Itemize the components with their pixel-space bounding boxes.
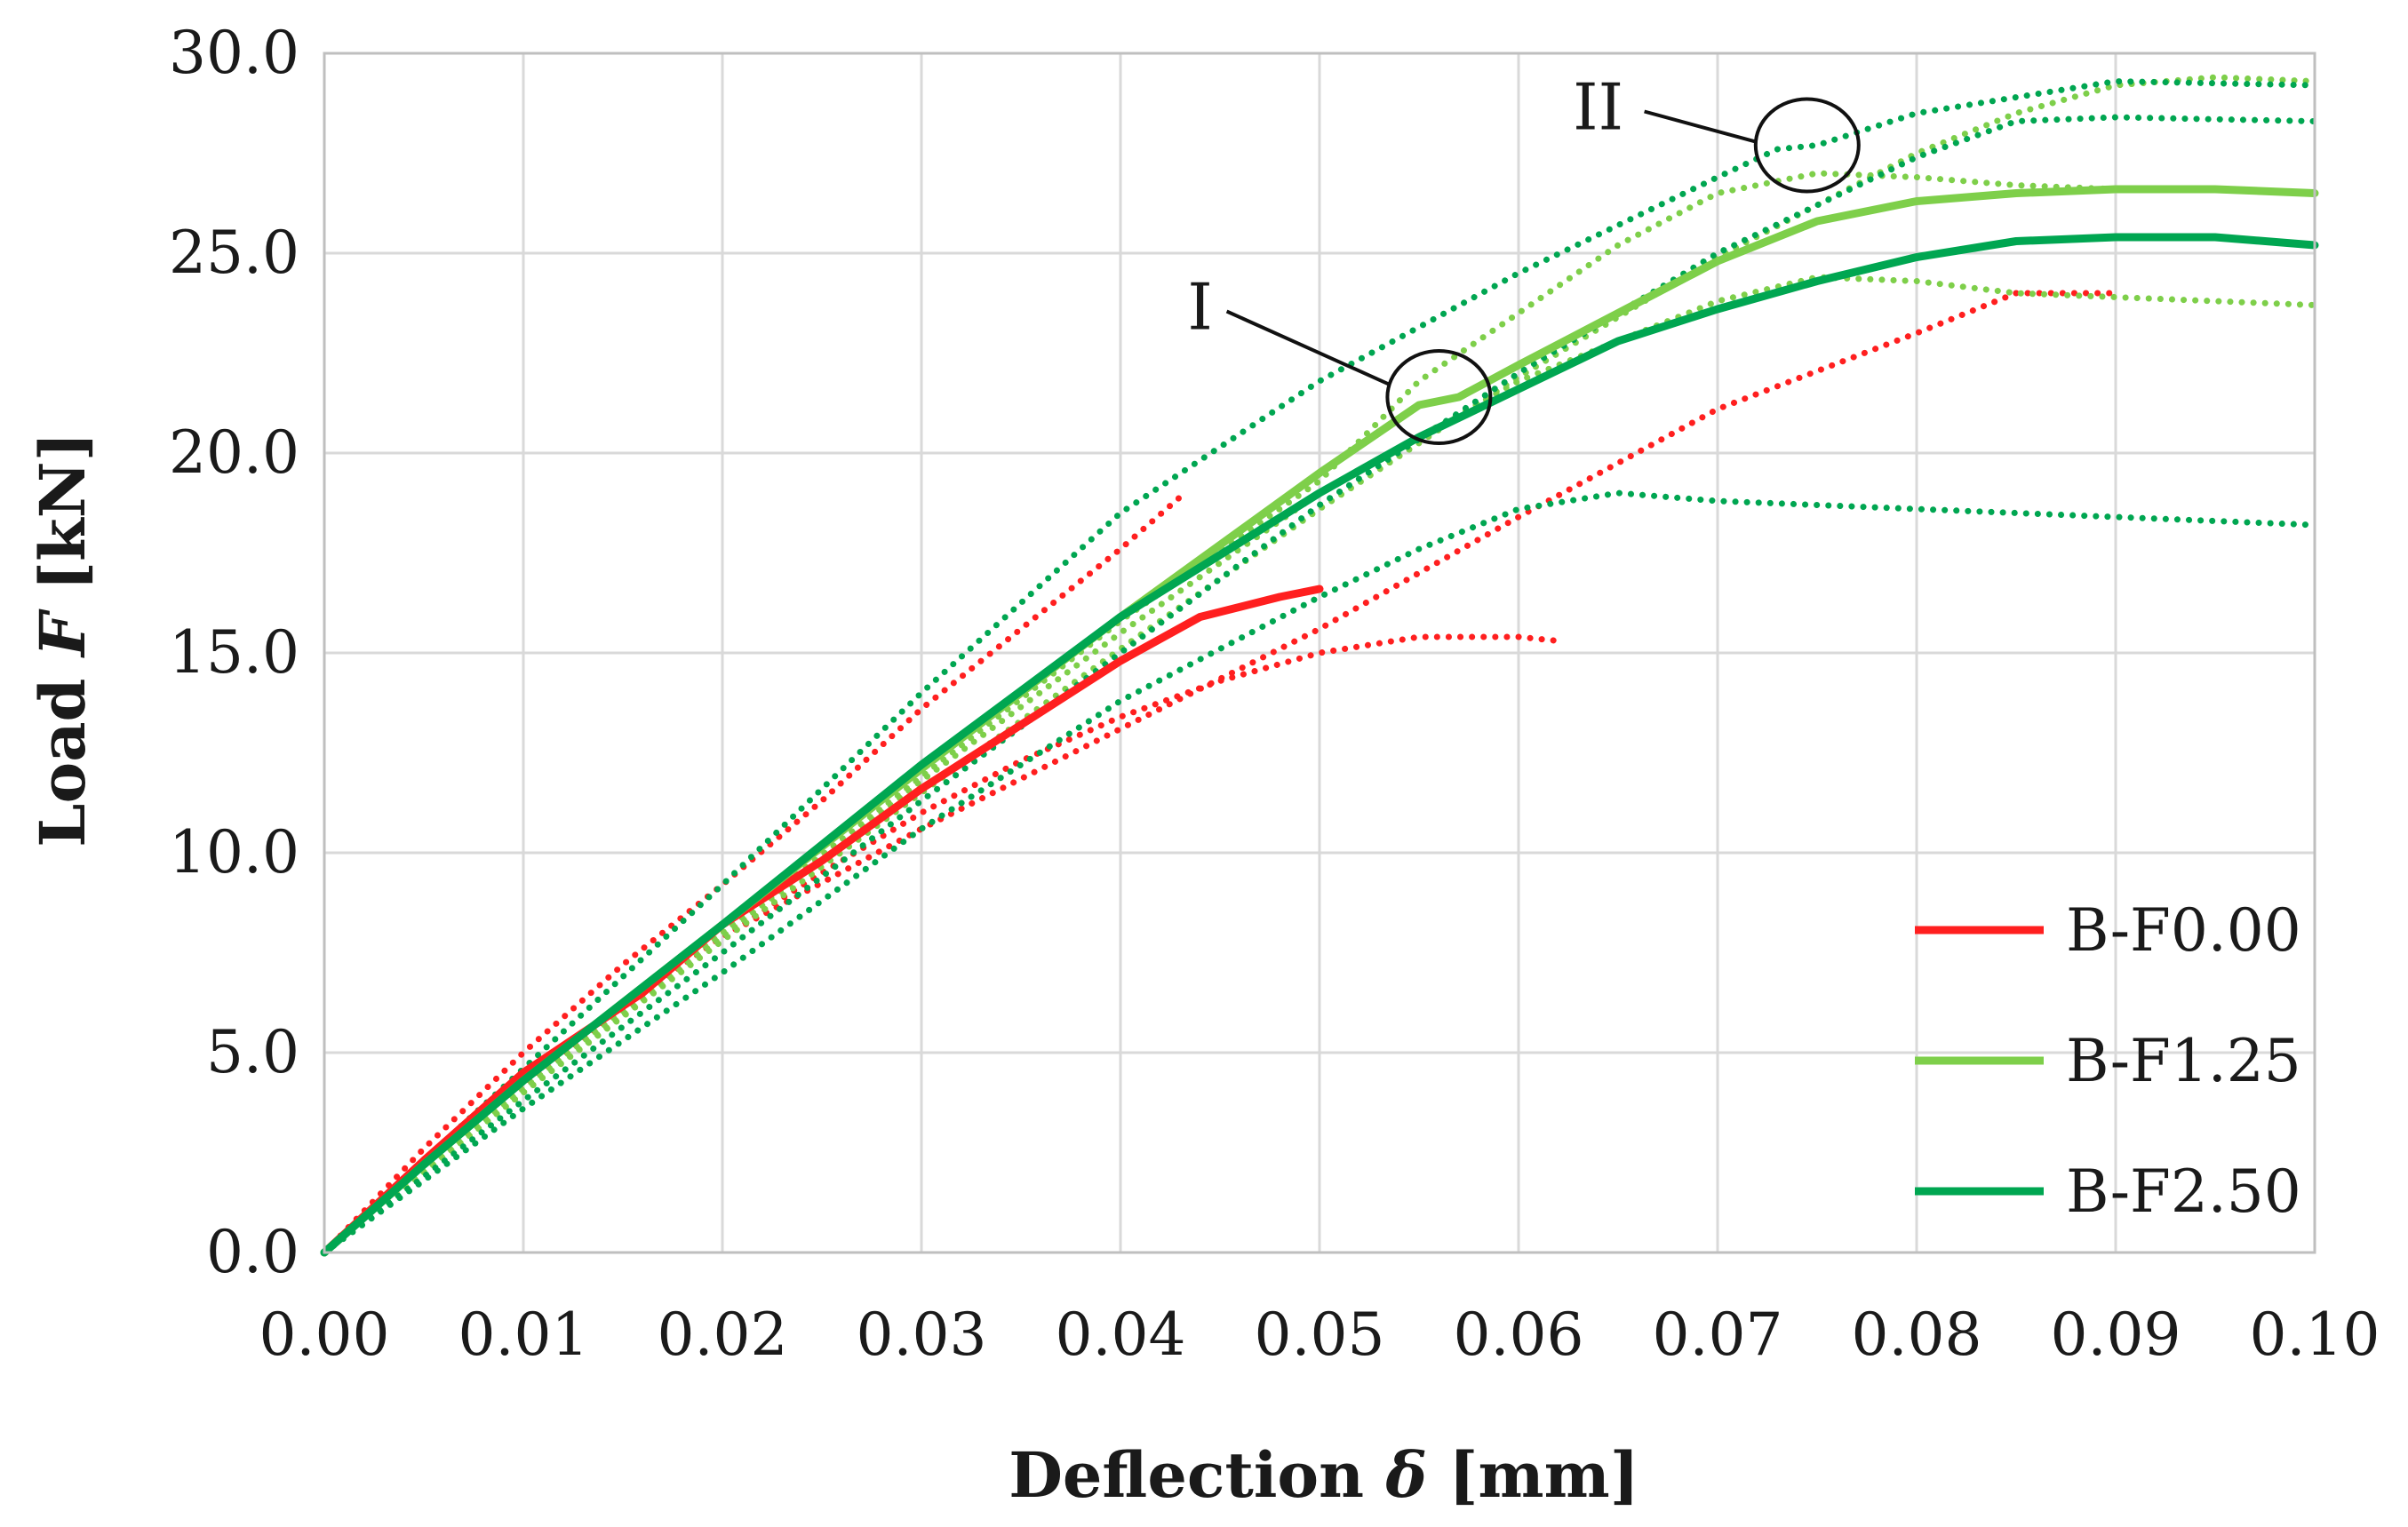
x-tick-label: 0.01 <box>458 1300 589 1369</box>
y-axis-title-prefix: Load <box>26 656 100 847</box>
x-tick-label: 0.07 <box>1653 1300 1783 1369</box>
specimen-series-line <box>321 489 2318 1256</box>
x-tick-label: 0.08 <box>1852 1300 1982 1369</box>
y-tick-label: 10.0 <box>169 818 299 887</box>
annotation-label: I <box>1187 270 1212 345</box>
annotation-leader-line <box>1225 309 1391 386</box>
x-tick-label: 0.09 <box>2051 1300 2181 1369</box>
y-tick-label: 25.0 <box>169 219 299 287</box>
legend-label: B-F2.50 <box>2066 1157 2301 1226</box>
x-axis-title-symbol: δ <box>1384 1438 1427 1512</box>
x-tick-label: 0.06 <box>1454 1300 1584 1369</box>
y-axis-title-symbol: F <box>26 608 100 658</box>
annotation-circle <box>1385 349 1493 445</box>
y-axis-title-suffix: [kN] <box>26 432 100 612</box>
mean-series-line <box>320 233 2319 1257</box>
x-tick-label: 0.00 <box>259 1300 390 1369</box>
x-axis-title: Deflection δ [mm] <box>1009 1438 1639 1512</box>
x-axis-title-prefix: Deflection <box>1009 1438 1385 1512</box>
legend-label: B-F1.25 <box>2066 1027 2301 1095</box>
annotation-leader-line <box>1644 109 1757 144</box>
specimen-series-line <box>321 633 1562 1256</box>
specimen-series-line <box>321 74 2318 1256</box>
annotation-circle <box>1753 97 1861 194</box>
y-axis-title: Load F [kN] <box>26 432 100 847</box>
y-tick-label: 0.0 <box>206 1218 299 1286</box>
annotations: III <box>1187 70 1861 445</box>
plot-area-border <box>323 52 2316 1254</box>
x-tick-label: 0.10 <box>2250 1300 2380 1369</box>
specimen-series-line <box>321 290 2119 1256</box>
y-tick-label: 30.0 <box>169 19 299 87</box>
x-tick-label: 0.02 <box>658 1300 788 1369</box>
y-tick-label: 15.0 <box>169 618 299 687</box>
mean-series-line <box>320 585 1324 1257</box>
annotation-label: II <box>1573 70 1623 145</box>
axis-tick-labels: 0.00 0.01 0.02 0.03 0.04 0.05 0.06 0.07 0.08 0.09… <box>169 19 2380 1369</box>
legend: B-F0.00 B-F1.25 B-F2.50 <box>1915 896 2301 1226</box>
y-tick-label: 20.0 <box>169 418 299 487</box>
specimen-series-line <box>321 494 1184 1256</box>
x-tick-label: 0.04 <box>1056 1300 1186 1369</box>
y-tick-label: 5.0 <box>206 1018 299 1086</box>
x-tick-label: 0.03 <box>857 1300 987 1369</box>
legend-label: B-F0.00 <box>2066 896 2301 965</box>
x-tick-label: 0.05 <box>1255 1300 1385 1369</box>
x-axis-title-suffix: [mm] <box>1427 1438 1639 1512</box>
